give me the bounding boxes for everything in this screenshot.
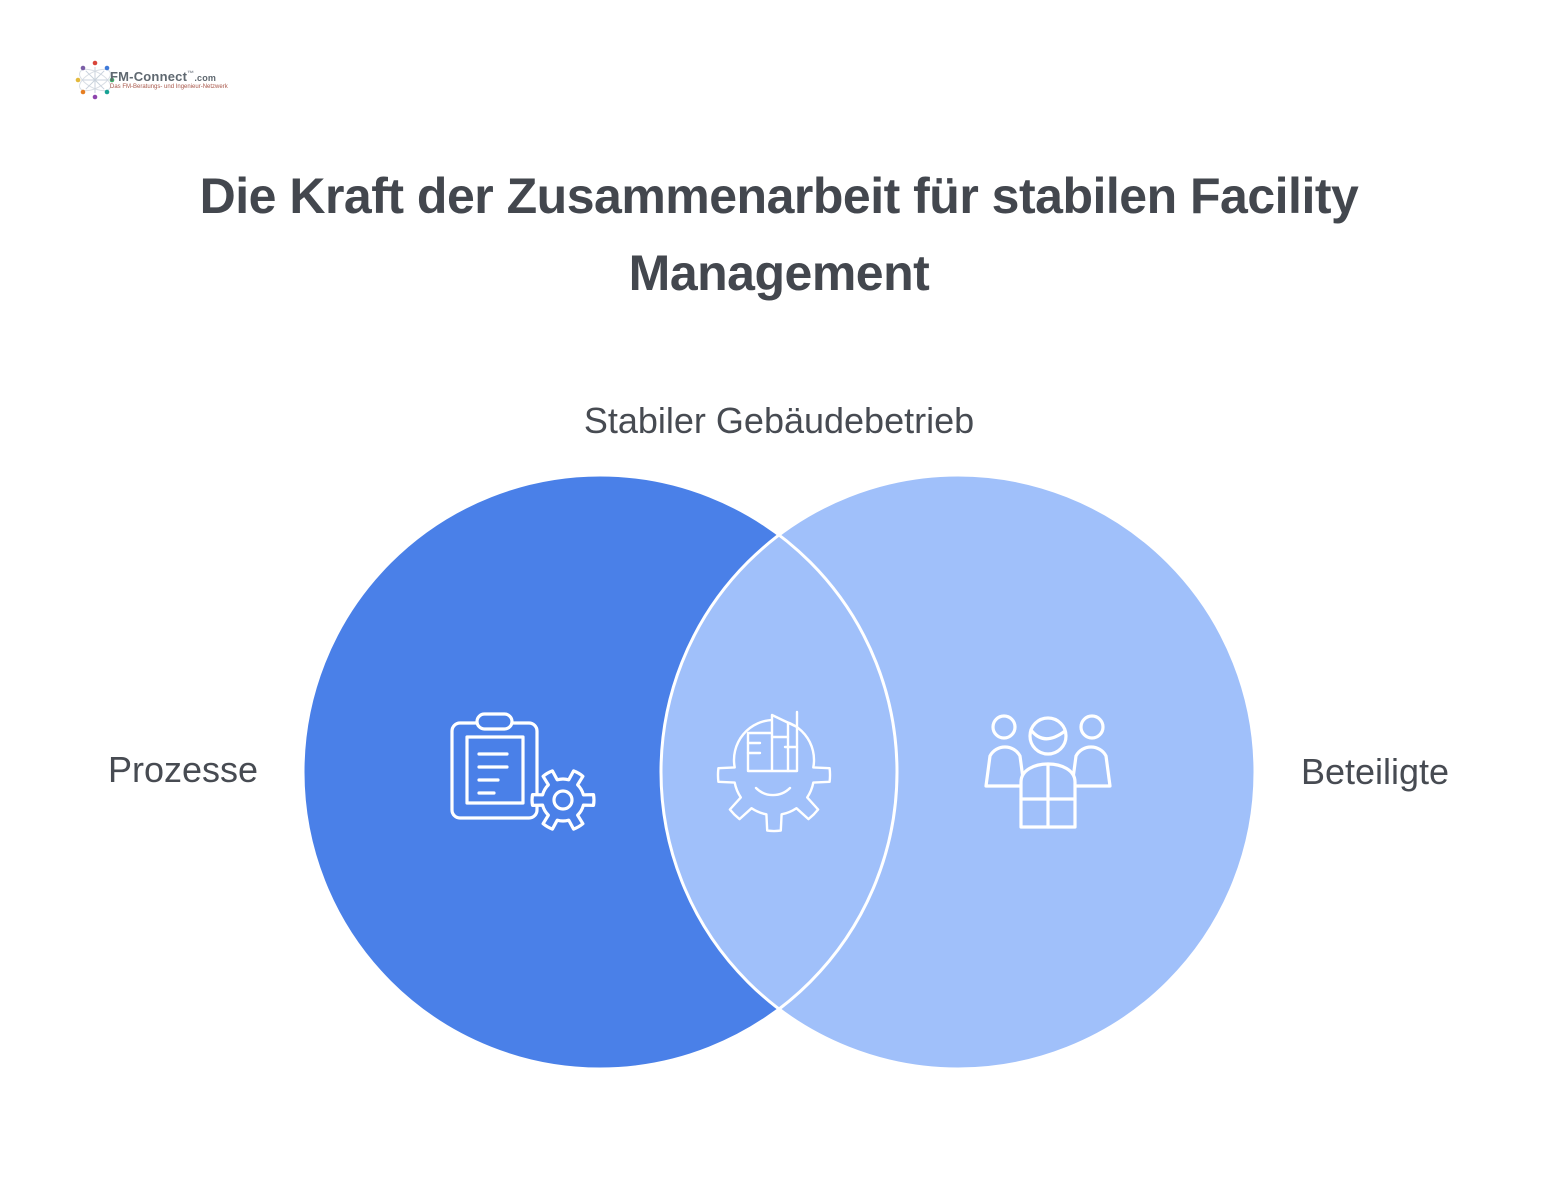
label-beteiligte: Beteiligte	[1300, 751, 1450, 792]
logo-suffix: .com	[194, 72, 217, 83]
logo-brand: FM-Connect	[110, 68, 188, 84]
left-circle-outline	[301, 473, 899, 1071]
logo-starburst-icon	[75, 60, 115, 100]
right-circle-outline	[659, 473, 1257, 1071]
page-title: Die Kraft der Zusammenarbeit für stabile…	[199, 167, 1359, 301]
clipboard-gear-icon	[450, 712, 596, 831]
label-prozesse: Prozesse	[107, 749, 259, 790]
label-stabiler-gebaeudebetrieb: Stabiler Gebäudebetrieb	[583, 400, 975, 441]
logo-tagline: Das FM-Beratungs- und Ingenieur-Netzwerk	[110, 84, 228, 91]
logo-wordmark: FM-Connect™.com	[110, 68, 228, 84]
logo-trademark: ™	[187, 70, 195, 78]
people-group-icon	[984, 714, 1112, 829]
building-gear-icon	[716, 710, 832, 833]
right-circle	[661, 475, 1255, 1069]
fm-connect-logo: FM-Connect™.com Das FM-Beratungs- und In…	[72, 54, 228, 106]
